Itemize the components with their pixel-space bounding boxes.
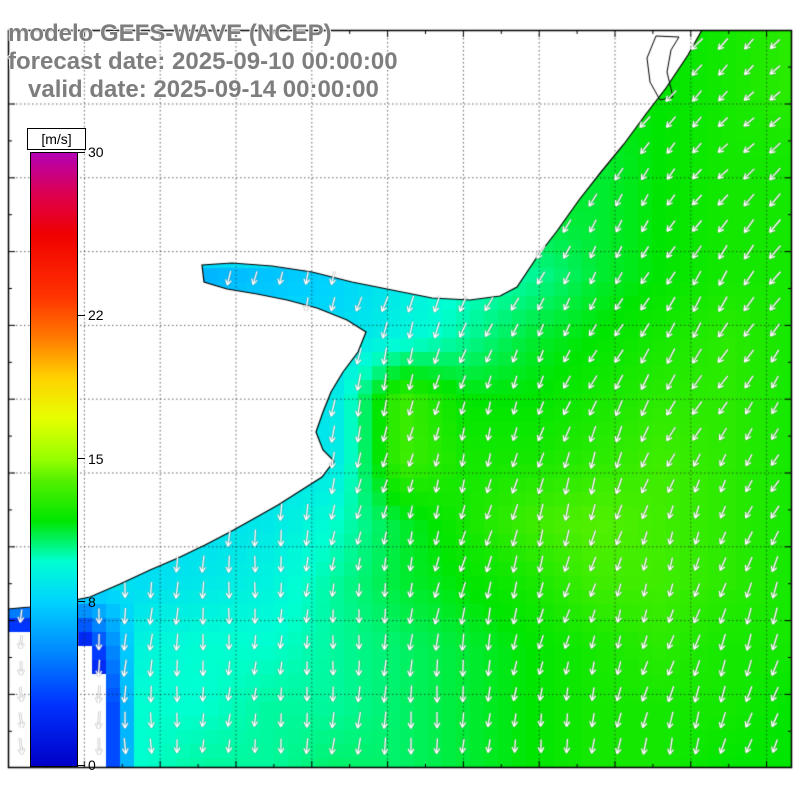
model-title: modelo GEFS-WAVE (NCEP) [8, 20, 332, 47]
valid-date-label: valid date: 2025-09-14 00:00:00 [8, 76, 379, 103]
forecast-date-label: forecast date: 2025-09-10 00:00:00 [8, 48, 398, 75]
